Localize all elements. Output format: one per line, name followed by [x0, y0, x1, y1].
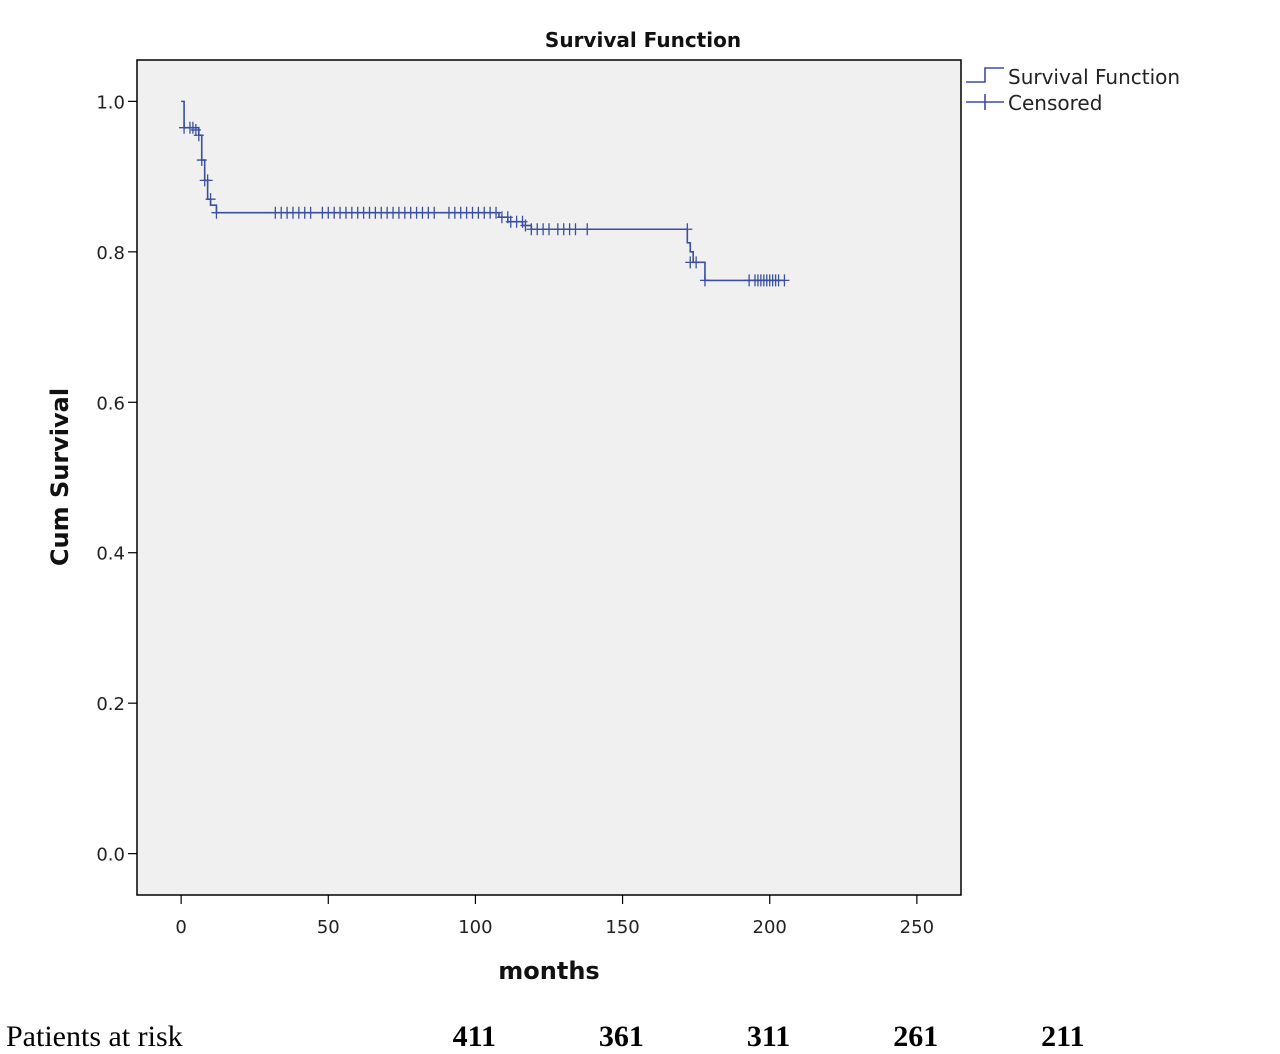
y-tick-label: 0.0 — [96, 845, 125, 866]
y-tick-label: 0.2 — [96, 694, 125, 715]
censored-mark — [211, 206, 222, 219]
y-axis-label: Cum Survival — [46, 388, 74, 566]
censored-mark — [196, 154, 207, 167]
legend: Survival Function Censored — [966, 65, 1180, 115]
y-tick-label: 0.8 — [96, 243, 125, 264]
x-tick-label: 150 — [605, 917, 639, 938]
censored-mark — [682, 223, 693, 236]
y-tick-label: 1.0 — [96, 92, 125, 113]
x-axis-label: months — [498, 957, 599, 985]
x-tick-label: 50 — [317, 917, 340, 938]
chart-title: Survival Function — [545, 28, 741, 52]
censored-marks — [179, 121, 790, 287]
risk-count: 211 — [1041, 1020, 1085, 1053]
censored-mark — [544, 223, 554, 236]
y-axis: 0.0 0.2 0.4 0.6 0.8 1.0 — [96, 92, 137, 866]
censored-mark — [520, 219, 531, 232]
x-tick-label: 250 — [900, 917, 934, 938]
legend-entry-censored: Censored — [1008, 91, 1102, 115]
censored-mark — [429, 206, 440, 219]
plot-area — [136, 59, 962, 896]
risk-count: 311 — [746, 1020, 791, 1053]
censored-mark — [305, 206, 316, 219]
x-axis: 0 50 100 150 200 250 — [175, 895, 934, 938]
censored-mark — [202, 174, 213, 187]
censored-mark — [193, 129, 204, 142]
risk-count: 261 — [893, 1020, 939, 1053]
censored-mark — [691, 256, 702, 269]
censored-mark — [779, 274, 790, 287]
legend-entry-survival-function: Survival Function — [1008, 65, 1180, 89]
censored-mark — [582, 223, 593, 236]
x-tick-label: 200 — [753, 917, 787, 938]
risk-table-label: Patients at risk — [6, 1020, 183, 1053]
censored-mark — [699, 274, 710, 287]
plus-mark-icon — [966, 94, 1004, 110]
risk-count: 361 — [598, 1020, 644, 1053]
survival-function-line — [181, 100, 785, 282]
risk-count: 411 — [452, 1020, 496, 1053]
y-tick-label: 0.6 — [96, 393, 125, 414]
censored-mark — [570, 223, 581, 236]
y-tick-label: 0.4 — [96, 544, 125, 565]
x-tick-label: 100 — [458, 917, 492, 938]
survival-chart: Survival Function months Cum Survival 0 5… — [46, 28, 1180, 985]
censored-mark — [205, 193, 216, 206]
censored-mark — [491, 206, 502, 219]
step-line-icon — [966, 67, 1004, 83]
x-tick-label: 0 — [175, 917, 186, 938]
